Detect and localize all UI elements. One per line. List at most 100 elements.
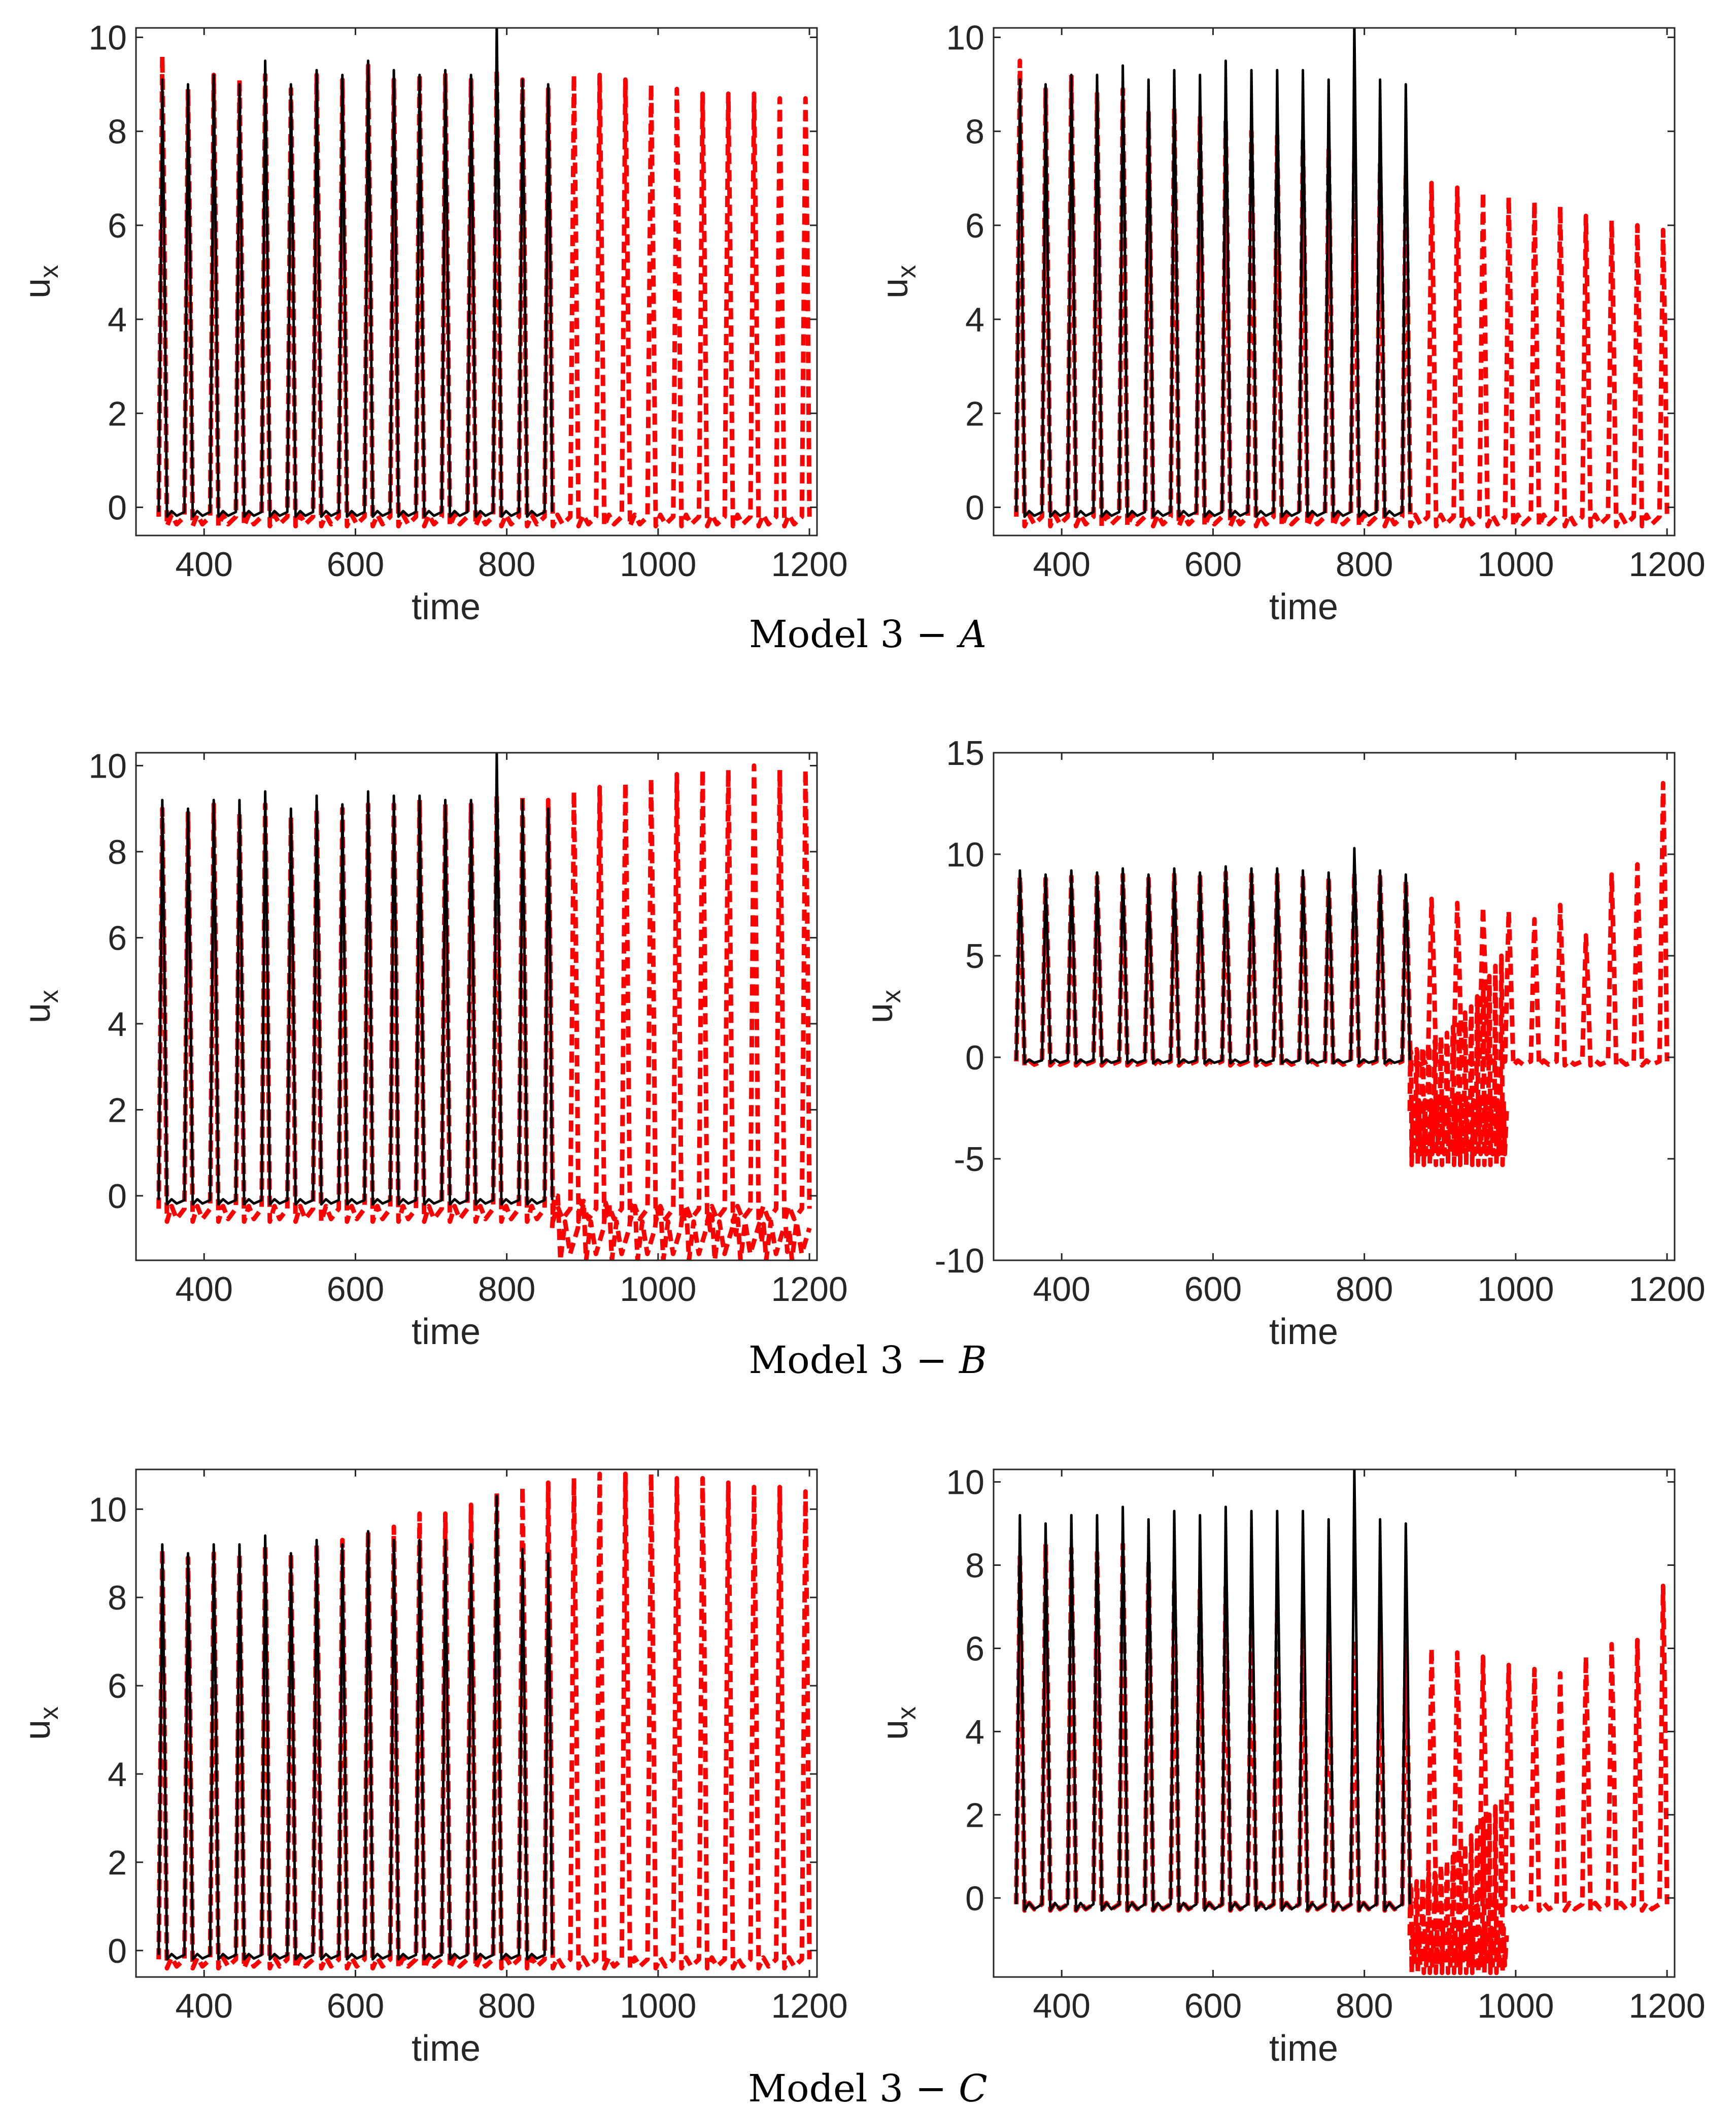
y-axis-label: ux: [860, 990, 906, 1023]
y-tick-label: 10: [88, 747, 127, 785]
x-tick-label: 1000: [1477, 545, 1554, 584]
x-tick-label: 1200: [771, 1270, 847, 1309]
y-tick-label: 6: [108, 1667, 127, 1705]
y-tick-label: 10: [946, 19, 984, 57]
x-tick-label: 1200: [771, 1987, 847, 2025]
axes-box: [993, 752, 1676, 1261]
chart-panel-B-left: 400 600 800 1000 1200 0 2 4 6 8 10 time ux: [17, 747, 848, 1352]
x-tick-label: 400: [1033, 1987, 1090, 2025]
y-tick-label: 4: [108, 1755, 127, 1794]
caption-model-3b: Model 3 − B: [748, 1338, 986, 1382]
series-line-prediction: [156, 1471, 812, 1971]
x-tick-label: 400: [1033, 545, 1090, 584]
series-line-reference: [157, 28, 554, 518]
y-axis-label: ux: [17, 1706, 64, 1740]
x-tick-label: 400: [175, 1270, 232, 1309]
x-tick-label: 800: [478, 1987, 535, 2025]
y-tick-label: 8: [965, 113, 984, 151]
series-line-prediction: [1014, 1542, 1670, 1913]
x-axis-label: time: [1269, 2028, 1338, 2069]
x-axis-label: time: [412, 587, 481, 627]
y-tick-label: 8: [108, 1579, 127, 1617]
x-axis-label: time: [1269, 1312, 1338, 1352]
y-tick-label: 4: [108, 1005, 127, 1044]
caption-model-3a: Model 3 − A: [749, 613, 986, 656]
axes-box: [993, 1468, 1676, 1978]
x-tick-label: 600: [1184, 1270, 1242, 1309]
x-tick-label: 400: [1033, 1270, 1090, 1309]
y-tick-label: 6: [108, 207, 127, 245]
y-tick-label: -5: [954, 1140, 984, 1179]
series-line-reference: [157, 1494, 554, 1961]
x-tick-label: 1200: [1628, 1270, 1705, 1309]
series-line-prediction: [1014, 781, 1670, 1068]
y-tick-label: 0: [108, 1177, 127, 1216]
y-tick-label: 15: [946, 734, 984, 773]
x-tick-label: 600: [327, 1270, 384, 1309]
axes-box: [993, 27, 1676, 537]
y-tick-label: 2: [965, 394, 984, 433]
x-tick-label: 600: [327, 1987, 384, 2025]
chart-panel-C-right: 400 600 800 1000 1200 0 2 4 6 8 10 time ux: [875, 1463, 1706, 2069]
y-tick-label: 0: [108, 488, 127, 527]
x-tick-label: 800: [1336, 1270, 1393, 1309]
x-tick-label: 1200: [1628, 1987, 1705, 2025]
y-axis-label: ux: [875, 1706, 922, 1740]
y-tick-label: 4: [108, 300, 127, 339]
y-tick-label: 4: [965, 300, 984, 339]
y-tick-label: 0: [108, 1932, 127, 1970]
series-group: [1014, 1469, 1670, 1975]
series-group: [1014, 28, 1670, 528]
chart-panel-B-right: 400 600 800 1000 1200 -10 -5 0 5 10 15 time ux: [860, 734, 1706, 1352]
x-tick-label: 400: [175, 545, 232, 584]
series-line-reference: [1015, 1469, 1411, 1912]
y-tick-label: 2: [108, 1844, 127, 1882]
series-group: [156, 753, 812, 1260]
series-group: [156, 1471, 812, 1971]
x-tick-label: 600: [1184, 545, 1242, 584]
y-tick-label: 8: [108, 113, 127, 151]
y-tick-label: 6: [965, 207, 984, 245]
y-tick-label: 10: [88, 1490, 127, 1529]
x-tick-label: 1000: [620, 1270, 696, 1309]
y-tick-label: 10: [88, 19, 127, 57]
y-tick-label: 6: [108, 919, 127, 957]
x-tick-label: 800: [1336, 545, 1393, 584]
y-axis-label: ux: [17, 990, 64, 1023]
x-axis-label: time: [1269, 587, 1338, 627]
y-tick-label: 6: [965, 1629, 984, 1668]
series-group: [1014, 781, 1670, 1167]
x-tick-label: 1000: [620, 1987, 696, 2025]
series-line-reference: [157, 753, 554, 1206]
y-tick-label: 4: [965, 1713, 984, 1751]
y-tick-label: 8: [108, 833, 127, 872]
x-tick-label: 1000: [620, 545, 696, 584]
axes-box: [135, 27, 818, 537]
axes-box: [135, 752, 818, 1261]
x-tick-label: 1200: [771, 545, 847, 584]
y-tick-label: 0: [965, 1039, 984, 1077]
caption-model-3c: Model 3 − C: [748, 2067, 987, 2110]
x-tick-label: 1000: [1477, 1987, 1554, 2025]
y-tick-label: 5: [965, 937, 984, 976]
y-tick-label: 8: [965, 1547, 984, 1585]
chart-panel-C-left: 400 600 800 1000 1200 0 2 4 6 8 10 time ux: [17, 1468, 848, 2069]
x-tick-label: 800: [478, 1270, 535, 1309]
y-tick-label: 0: [965, 488, 984, 527]
y-tick-label: 10: [946, 835, 984, 874]
y-tick-label: 2: [108, 394, 127, 433]
series-line-reference: [1015, 847, 1411, 1065]
series-line-prediction: [156, 54, 812, 528]
series-line-prediction-noise: [1407, 953, 1509, 1167]
x-tick-label: 600: [327, 545, 384, 584]
series-line-prediction-noise: [1407, 1796, 1509, 1975]
y-axis-label: ux: [875, 265, 922, 298]
series-line-prediction: [1014, 58, 1670, 528]
x-tick-label: 400: [175, 1987, 232, 2025]
chart-panel-A-right: 400 600 800 1000 1200 0 2 4 6 8 10 time ux: [875, 19, 1706, 627]
y-tick-label: -10: [935, 1242, 984, 1280]
x-axis-label: time: [412, 2028, 481, 2069]
chart-panel-A-left: 400 600 800 1000 1200 0 2 4 6 8 10 time ux: [17, 19, 848, 627]
x-tick-label: 1200: [1628, 545, 1705, 584]
